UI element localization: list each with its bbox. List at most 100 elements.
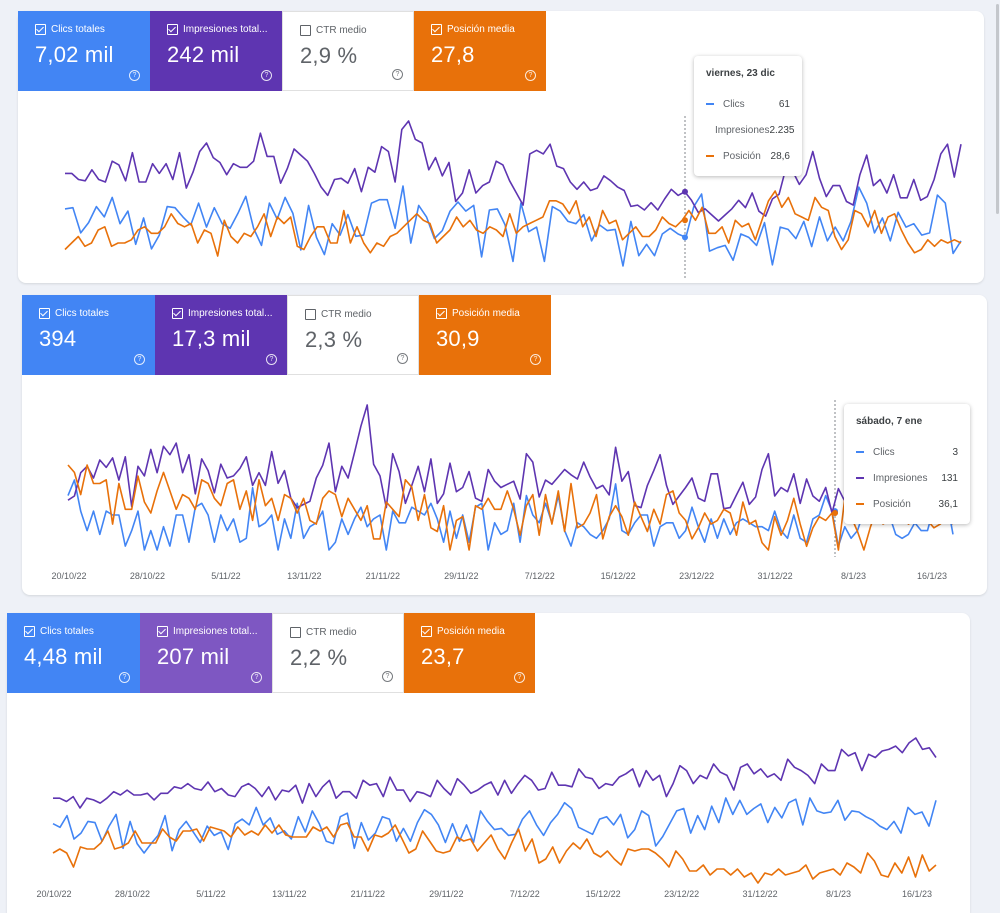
scrollbar-thumb[interactable] [996,4,999,214]
checkbox-icon[interactable] [157,625,168,637]
scrollbar[interactable] [996,0,1000,913]
x-axis-tick-label: 31/12/22 [742,889,778,899]
hover-marker [682,217,688,224]
help-icon[interactable]: ? [261,70,272,81]
metric-value: 2,2 % [290,645,348,670]
x-axis-tick-label: 5/11/22 [196,889,226,899]
x-axis-tick-label: 16/1/23 [916,571,948,581]
help-icon[interactable]: ? [134,354,145,365]
help-icon[interactable]: ? [525,70,536,81]
tooltip-label: Clics [873,446,895,458]
hover-marker [682,188,688,195]
series-line-clics [52,797,937,854]
performance-card-3: Clics totales 4,48 mil ? Impresiones tot… [7,613,970,913]
metric-label: CTR medio [321,308,372,320]
metric-position-tab[interactable]: Posición media 30,9 ? [419,295,551,375]
x-axis-tick-label: 16/1/23 [901,889,933,899]
performance-chart[interactable] [7,613,970,913]
metric-position-tab[interactable]: Posición media 27,8 ? [414,11,546,91]
metric-label: Impresiones total... [188,307,273,319]
checkbox-icon[interactable] [35,23,46,35]
help-icon[interactable]: ? [530,354,541,365]
legend-swatch [856,503,864,505]
series-line-impresiones [65,120,962,222]
metric-value: 30,9 [436,326,480,351]
metric-clicks-tab[interactable]: Clics totales 4,48 mil ? [7,613,140,693]
x-axis-tick-label: 13/11/22 [287,571,322,581]
metric-ctr-tab[interactable]: CTR medio 2,9 % ? [282,11,414,91]
x-axis-tick-label: 7/12/22 [524,571,555,581]
legend-swatch [856,477,864,479]
tooltip-value: 61 [778,98,790,110]
x-axis-tick-label: 29/11/22 [444,571,479,581]
checkbox-icon[interactable] [300,24,311,36]
help-icon[interactable]: ? [397,353,408,364]
tooltip-label: Impresiones [715,124,770,136]
metric-ctr-tab[interactable]: CTR medio 2,3 % ? [287,295,419,375]
tooltip-label: Clics [723,98,745,110]
checkbox-icon[interactable] [305,308,316,320]
metric-label: CTR medio [316,24,367,36]
metric-label: Posición media [452,307,520,319]
checkbox-icon[interactable] [172,307,183,319]
help-icon[interactable]: ? [266,354,277,365]
tooltip-label: Posición [873,498,911,510]
metric-value: 207 mil [157,644,230,669]
help-icon[interactable]: ? [119,672,130,683]
series-line-posición [64,190,962,257]
x-axis-tick-label: 20/10/22 [51,571,87,581]
x-axis-tick-label: 23/12/22 [664,889,700,899]
help-icon[interactable]: ? [251,672,262,683]
checkbox-icon[interactable] [167,23,178,35]
metric-clicks-tab[interactable]: Clics totales 7,02 mil ? [18,11,150,91]
tooltip-value: 28,6 [770,150,790,162]
chart-tooltip: viernes, 23 dic Clics 61 Impresiones 2.235… [694,56,802,176]
chart-tooltip: sábado, 7 ene Clics 3 Impresiones 131 Posi… [844,404,970,524]
metric-value: 23,7 [421,644,465,669]
metric-position-tab[interactable]: Posición media 23,7 ? [404,613,535,693]
x-axis-tick-label: 15/12/22 [600,571,636,581]
x-axis-tick-label: 7/12/22 [509,889,540,899]
metric-value: 2,3 % [305,327,363,352]
tooltip-row-impressions: Impresiones 131 [856,465,958,491]
help-icon[interactable]: ? [392,69,403,80]
metric-impressions-tab[interactable]: Impresiones total... 207 mil ? [140,613,272,693]
checkbox-icon[interactable] [24,625,35,637]
checkbox-icon[interactable] [290,626,301,638]
checkbox-icon[interactable] [436,307,447,319]
tooltip-value: 36,1 [938,498,958,510]
legend-swatch [706,155,714,157]
x-axis-tick-label: 8/1/23 [841,571,867,581]
metric-ctr-tab[interactable]: CTR medio 2,2 % ? [272,613,404,693]
legend-swatch [856,451,864,453]
help-icon[interactable]: ? [129,70,140,81]
tooltip-label: Impresiones [873,472,928,484]
metric-value: 2,9 % [300,43,358,68]
performance-chart[interactable] [22,295,987,595]
tooltip-value: 2.235 [769,124,795,136]
metric-label: Posición media [447,23,515,35]
tooltip-date: viernes, 23 dic [706,68,775,79]
x-axis-tick-label: 13/11/22 [272,889,307,899]
checkbox-icon[interactable] [39,307,50,319]
performance-card-1: Clics totales 7,02 mil ? Impresiones tot… [18,11,984,283]
help-icon[interactable]: ? [382,671,393,682]
series-line-posición [52,822,937,884]
checkbox-icon[interactable] [431,23,442,35]
x-axis-tick-label: 8/1/23 [826,889,852,899]
metric-impressions-tab[interactable]: Impresiones total... 242 mil ? [150,11,282,91]
metric-impressions-tab[interactable]: Impresiones total... 17,3 mil ? [155,295,287,375]
help-icon[interactable]: ? [514,672,525,683]
x-axis-tick-label: 21/11/22 [365,571,400,581]
tooltip-value: 3 [952,446,958,458]
performance-chart[interactable] [18,11,984,283]
x-axis-tick-label: 28/10/22 [114,889,150,899]
metric-value: 7,02 mil [35,42,114,67]
series-line-impresiones [67,404,954,516]
x-axis-tick-label: 29/11/22 [429,889,464,899]
metric-label: Impresiones total... [173,625,258,637]
tooltip-row-position: Posición 36,1 [856,491,958,517]
metric-label: Posición media [437,625,505,637]
metric-clicks-tab[interactable]: Clics totales 394 ? [22,295,155,375]
checkbox-icon[interactable] [421,625,432,637]
